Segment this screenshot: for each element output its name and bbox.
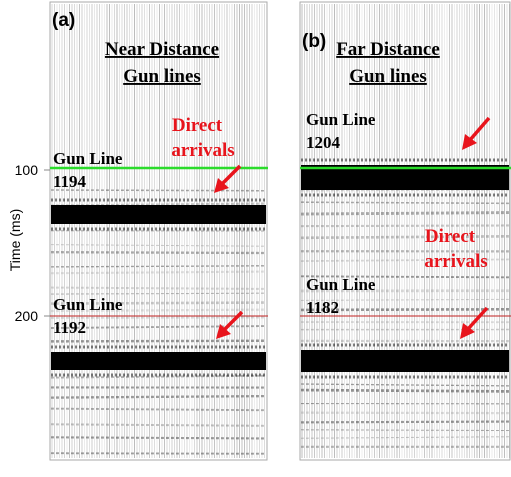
panel-frame <box>299 1 511 461</box>
panel-label: (a) <box>52 10 75 31</box>
gun-line-number: 1192 <box>53 318 86 337</box>
reflection <box>50 244 267 247</box>
seismic-texture <box>49 1 511 461</box>
annotation: Direct <box>172 115 223 136</box>
reflection <box>50 374 267 379</box>
gun-line-label: Gun Line <box>53 295 123 314</box>
annotation: arrivals <box>424 251 487 272</box>
gun-line-label: Gun Line <box>306 110 376 129</box>
reflection <box>50 189 267 192</box>
reflection <box>50 436 267 440</box>
reflection <box>50 265 267 268</box>
panel-frame <box>49 1 268 461</box>
gun-line-number: 1204 <box>306 133 341 152</box>
panel-title: Gun lines <box>123 66 201 87</box>
panel-title: Near Distance <box>105 39 219 60</box>
reflection <box>50 423 267 427</box>
first-arrival-band <box>51 205 266 224</box>
annotation: arrivals <box>171 140 234 161</box>
gun-line-label: Gun Line <box>306 275 376 294</box>
y-tick-label: 200 <box>15 308 39 324</box>
panel-title: Far Distance <box>336 39 440 60</box>
reflection <box>50 301 267 305</box>
panel-label: (b) <box>302 31 326 52</box>
first-arrival-band <box>301 350 509 372</box>
reflection <box>50 292 267 295</box>
reflection <box>50 251 267 255</box>
gun-line-label: Gun Line <box>53 149 123 168</box>
reflection <box>50 325 267 329</box>
reflection <box>50 286 267 290</box>
y-tick-label: 100 <box>15 162 39 178</box>
gun-line-number: 1194 <box>53 172 87 191</box>
panel-title: Gun lines <box>349 66 427 87</box>
first-arrival-band <box>51 352 266 370</box>
arrows <box>214 116 491 339</box>
y-axis-label: Time (ms) <box>7 209 23 271</box>
reflection <box>50 452 267 455</box>
reflection <box>50 308 267 313</box>
annotation: Direct <box>425 226 476 247</box>
gun-line-number: 1182 <box>306 298 339 317</box>
reflection <box>50 407 267 412</box>
reflection <box>50 339 267 343</box>
reflection <box>50 394 267 399</box>
reflection <box>50 270 267 275</box>
